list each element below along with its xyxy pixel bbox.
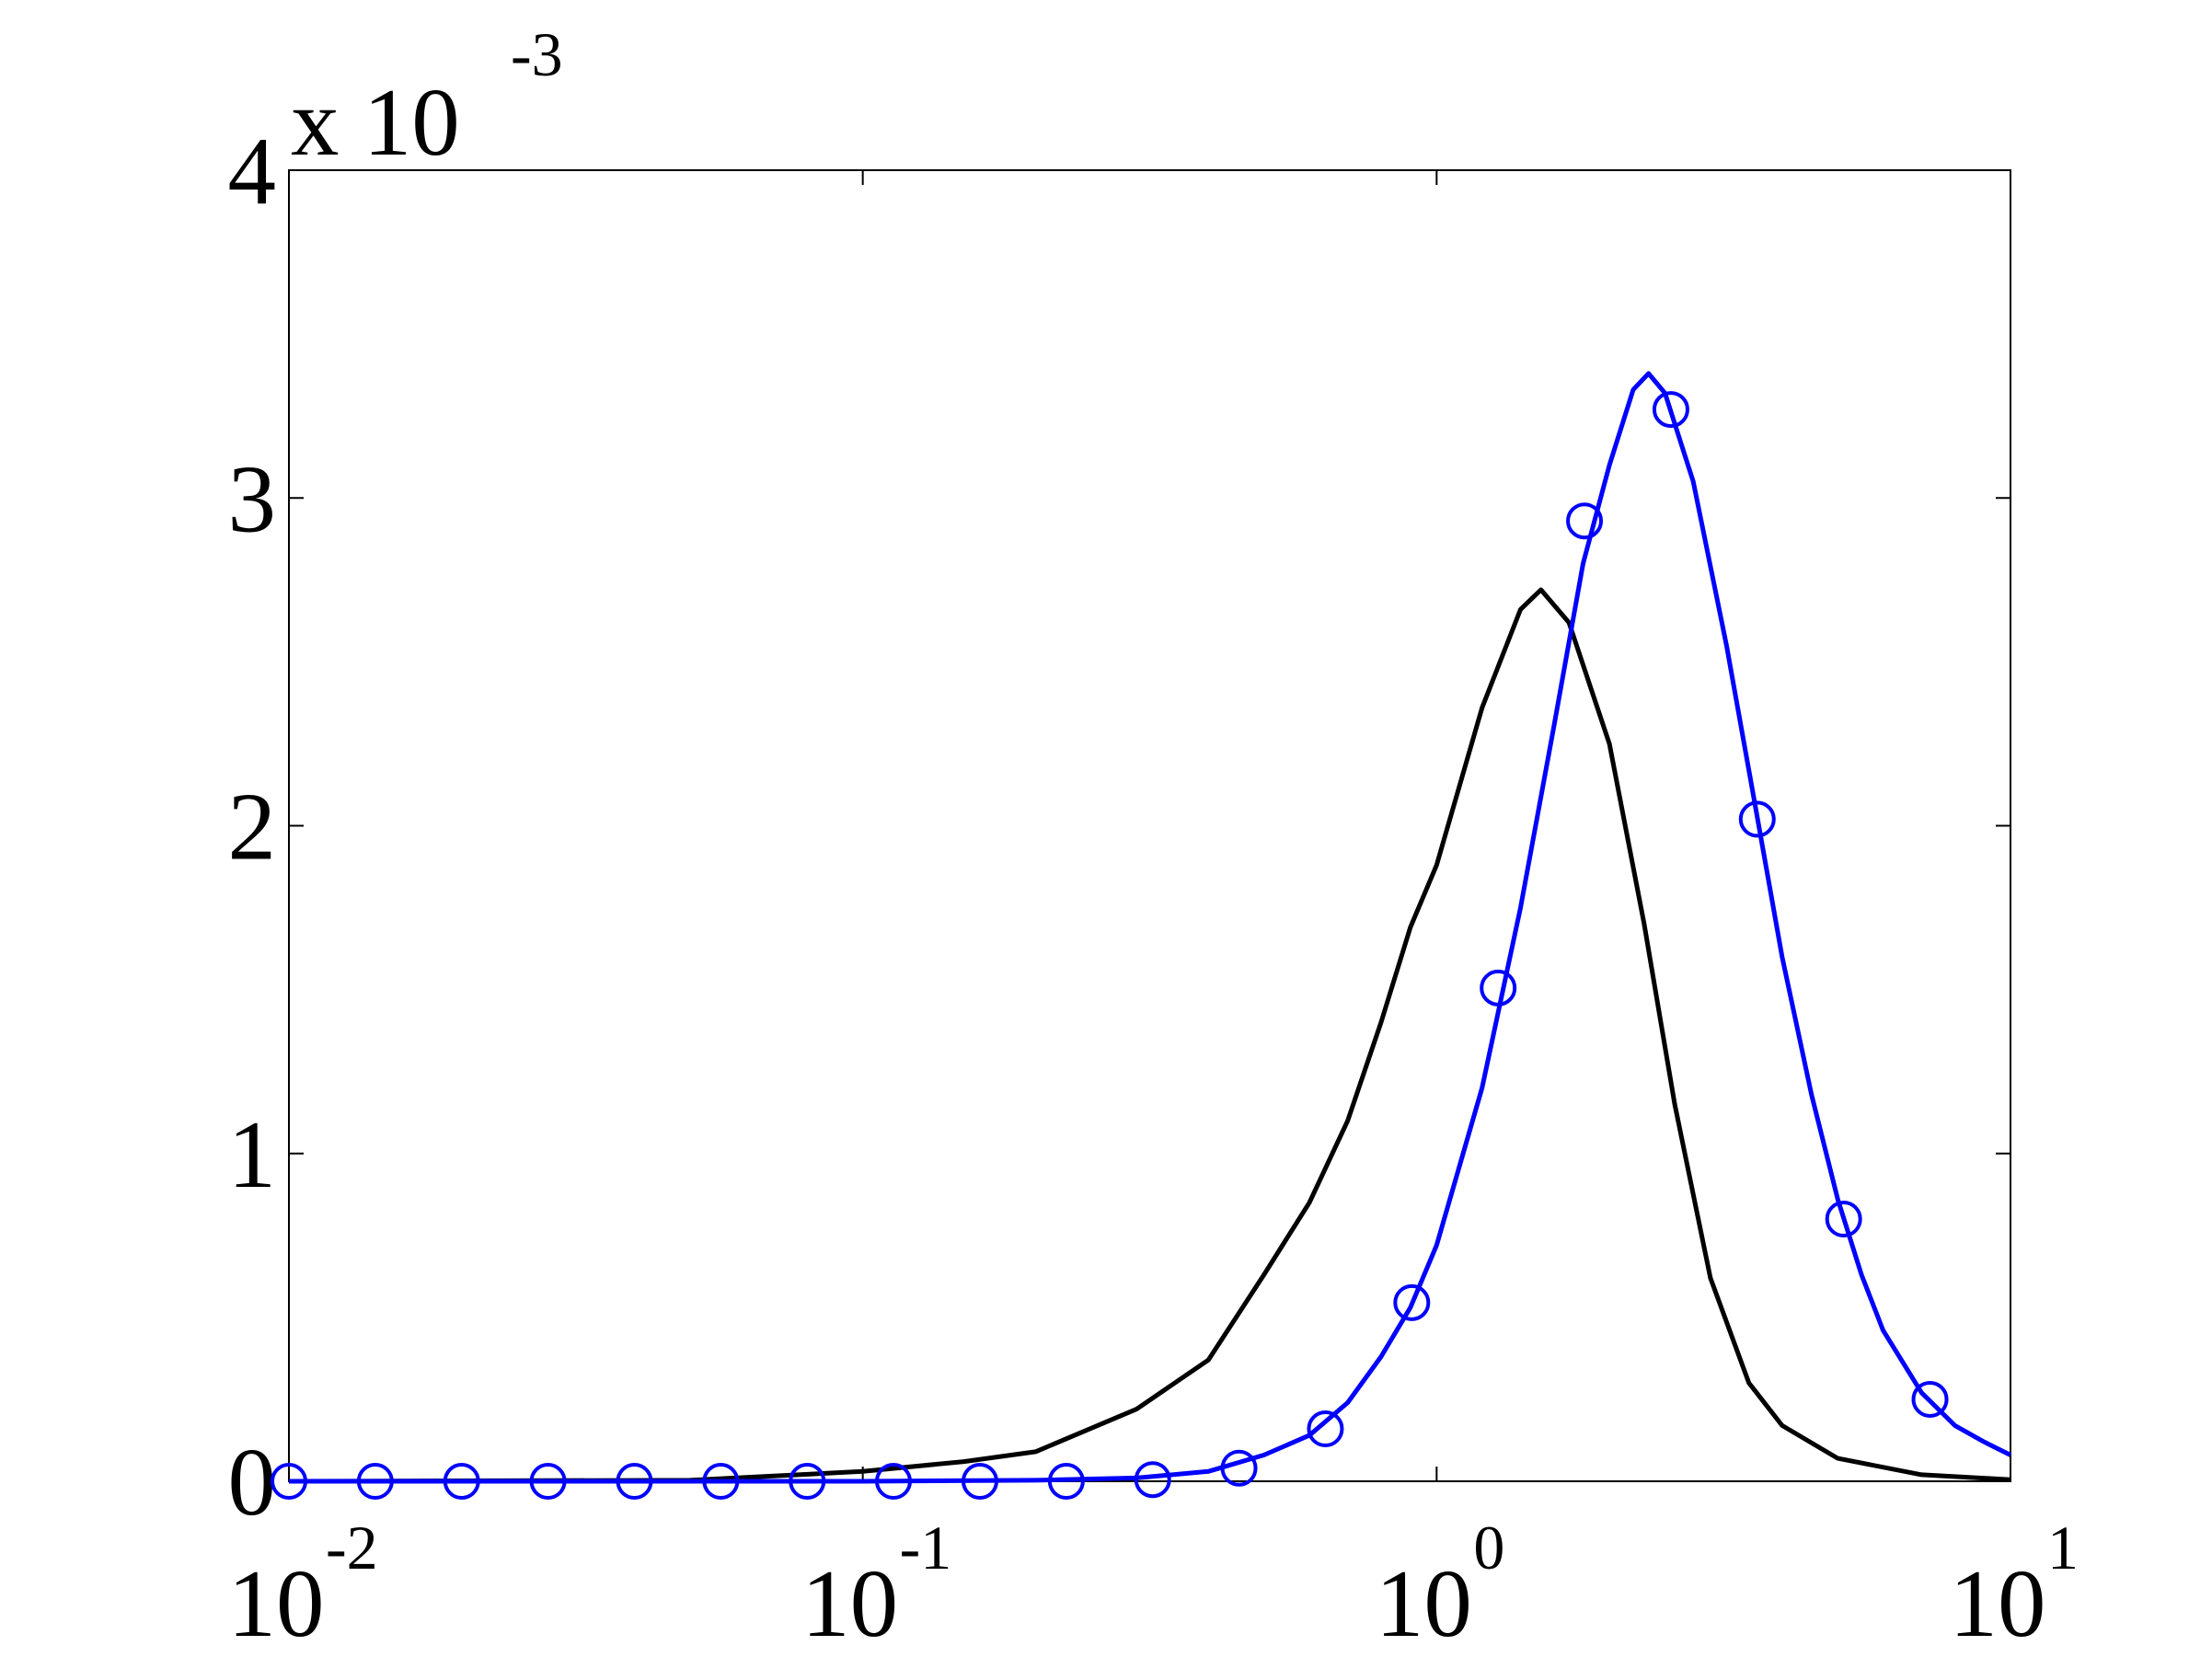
y-tick-label: 0 [228,1428,277,1536]
data-point [1911,1380,1949,1418]
data-point [1738,800,1776,838]
y-tick-label: 4 [228,117,277,224]
y-tick-label: 2 [228,773,277,880]
data-point [356,1463,394,1500]
x-tick-label: 10 [1950,1549,2046,1657]
x-tick-label: 10 [801,1549,898,1657]
data-point [961,1463,998,1500]
series-line [289,371,2012,1484]
data-point [529,1463,567,1500]
x-tick-exponent: 1 [2047,1513,2079,1582]
x-tick-label: 10 [1376,1549,1472,1657]
data-point [1134,1461,1171,1499]
x-tick-label: 10 [228,1549,325,1657]
data-point [1220,1449,1258,1487]
data-point [875,1463,913,1500]
data-point [443,1463,480,1500]
data-point [1652,391,1689,429]
y-multiplier-exponent: -3 [511,19,563,89]
y-tick-label: 3 [228,444,277,552]
x-tick-exponent: 0 [1473,1513,1504,1582]
data-point [1480,969,1517,1007]
data-point [789,1463,826,1500]
data-point [616,1463,653,1500]
data-point [271,1463,307,1500]
x-tick-exponent: -2 [326,1513,378,1582]
data-point [1047,1463,1085,1500]
data-point [1825,1201,1862,1237]
y-multiplier: x 10 [291,68,460,176]
data-point [1393,1283,1431,1321]
series-line [288,587,2011,1484]
x-tick-exponent: -1 [900,1513,952,1582]
data-point [1566,502,1604,540]
y-tick-label: 1 [228,1100,277,1208]
plot-frame [288,169,2011,1482]
data-point [1307,1410,1344,1447]
data-point [702,1463,740,1500]
